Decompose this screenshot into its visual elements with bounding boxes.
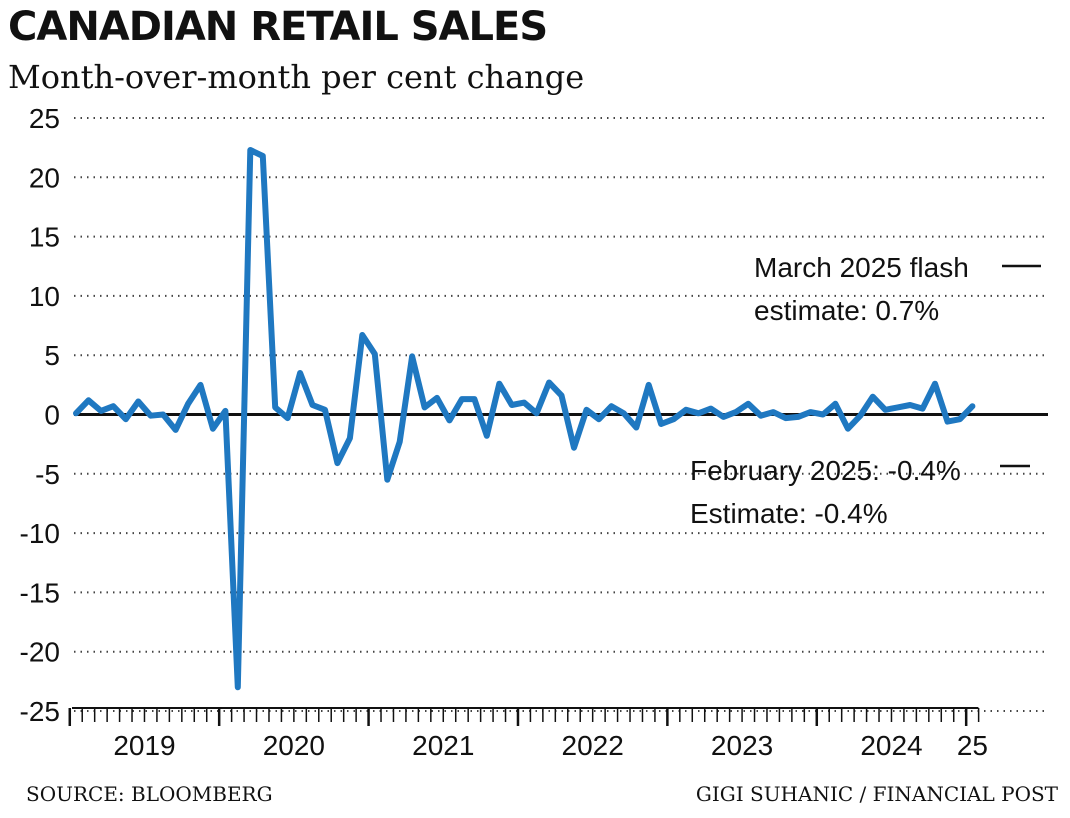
x-year-label: 2024 (860, 730, 922, 761)
y-tick-label: -25 (20, 696, 60, 727)
source-note: SOURCE: BLOOMBERG (26, 782, 273, 806)
x-year-label: 2021 (412, 730, 474, 761)
y-tick-label: -20 (20, 637, 60, 668)
credit-note: GIGI SUHANIC / FINANCIAL POST (695, 782, 1058, 806)
y-tick-label: -10 (20, 518, 60, 549)
y-tick-label: 5 (44, 340, 60, 371)
annotation-march-2025-line2: estimate: 0.7% (754, 295, 939, 326)
y-tick-label: -5 (35, 459, 60, 490)
chart-subtitle: Month-over-month per cent change (8, 58, 585, 96)
x-year-label: 2019 (113, 730, 175, 761)
y-tick-label: 15 (29, 222, 60, 253)
y-tick-label: -15 (20, 577, 60, 608)
x-year-label: 2023 (711, 730, 773, 761)
annotation-february-2025-line1: February 2025: -0.4% (690, 455, 961, 486)
chart-title: CANADIAN RETAIL SALES (8, 4, 548, 50)
x-axis: 2019 2020 2021 2022 2023 2024 25 (68, 707, 988, 761)
annotation-february-2025-line2: Estimate: -0.4% (690, 498, 888, 529)
y-tick-label: 10 (29, 281, 60, 312)
series-line-retail-sales (73, 147, 976, 691)
x-year-label: 2022 (562, 730, 624, 761)
annotation-leaders (1000, 264, 1041, 468)
annotation-march-2025-line1: March 2025 flash (754, 252, 969, 283)
y-tick-label: 0 (44, 400, 60, 431)
x-year-label: 25 (957, 730, 988, 761)
y-tick-label: 20 (29, 162, 60, 193)
x-year-label: 2020 (263, 730, 325, 761)
y-tick-label: 25 (29, 103, 60, 134)
y-axis-labels: 25 20 15 10 5 0 -5 -10 -15 -20 -25 (20, 103, 60, 727)
